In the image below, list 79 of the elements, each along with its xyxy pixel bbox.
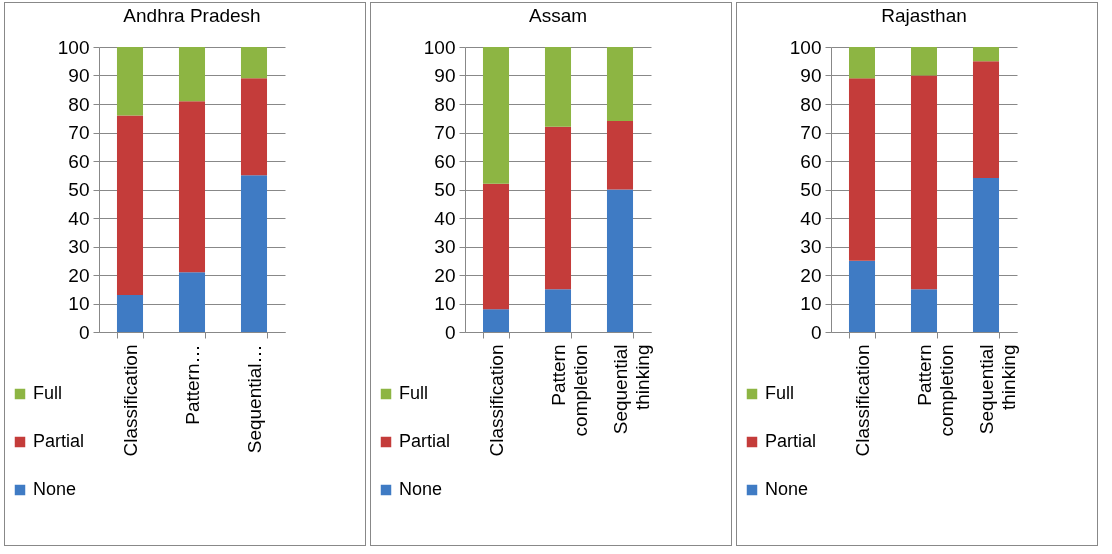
y-tick-label: 80 (800, 93, 822, 115)
x-tick-label: Sequential… (243, 344, 265, 454)
bar (240, 175, 268, 332)
legend-label: None (33, 479, 77, 499)
legend-label: Partial (399, 431, 451, 451)
bar (972, 178, 1000, 332)
bar (972, 61, 1000, 179)
chart-title: Andhra Pradesh (123, 5, 261, 26)
y-tick-label: 50 (434, 179, 456, 200)
bar (482, 183, 510, 310)
y-tick-label: 10 (434, 293, 456, 314)
bar (848, 78, 876, 261)
y-tick-label: 30 (68, 236, 90, 257)
y-tick-label: 90 (434, 65, 456, 86)
y-tick-label: 90 (800, 65, 822, 86)
y-tick-label: 10 (800, 293, 822, 314)
y-tick-label: 0 (444, 321, 456, 343)
y-tick-label: 90 (68, 65, 90, 86)
y-tick-label: 60 (68, 150, 90, 172)
bar (910, 75, 938, 290)
bar (178, 47, 206, 102)
bar (606, 47, 634, 122)
bar (848, 47, 876, 79)
y-tick-label: 70 (434, 122, 456, 143)
y-tick-label: 100 (57, 36, 90, 58)
bar (972, 47, 1000, 62)
y-tick-label: 100 (423, 36, 456, 58)
bar (606, 121, 634, 190)
y-tick-label: 80 (434, 93, 456, 115)
y-tick-label: 80 (68, 93, 90, 115)
y-tick-label: 30 (434, 236, 456, 257)
bar (544, 289, 572, 332)
bar (544, 126, 572, 290)
bar (240, 47, 268, 79)
y-tick-label: 10 (68, 293, 90, 314)
y-tick-label: 40 (434, 207, 456, 229)
chart-title: Assam (528, 5, 588, 26)
y-tick-label: 50 (68, 179, 90, 200)
legend-label: Partial (765, 431, 817, 451)
bar (178, 272, 206, 332)
legend-label: Partial (33, 431, 85, 451)
x-tick-label: Classification (119, 344, 141, 457)
y-tick-label: 40 (68, 207, 90, 229)
y-tick-label: 20 (434, 264, 456, 286)
bar (240, 78, 268, 176)
y-tick-label: 0 (810, 321, 822, 343)
bar (910, 289, 938, 332)
bar (116, 294, 144, 332)
legend-label: None (399, 479, 443, 499)
y-tick-label: 30 (800, 236, 822, 257)
y-tick-label: 100 (789, 36, 822, 58)
y-tick-label: 60 (800, 150, 822, 172)
x-tick-label: Pattern completion (547, 344, 591, 437)
y-tick-label: 20 (68, 264, 90, 286)
bar (482, 309, 510, 332)
bar (910, 47, 938, 76)
x-tick-label: Pattern completion (913, 344, 957, 437)
y-tick-label: 70 (68, 122, 90, 143)
bar (116, 47, 144, 116)
legend-label: None (765, 479, 809, 499)
y-tick-label: 70 (800, 122, 822, 143)
x-tick-label: Classification (851, 344, 873, 457)
y-tick-label: 60 (434, 150, 456, 172)
y-tick-label: 0 (78, 321, 90, 343)
bar (848, 260, 876, 332)
y-tick-label: 50 (800, 179, 822, 200)
x-tick-label: Pattern… (181, 344, 203, 425)
bar (606, 189, 634, 332)
legend-label: Full (765, 383, 795, 403)
chart-title: Rajasthan (881, 5, 967, 26)
legend-label: Full (399, 383, 429, 403)
bar (482, 47, 510, 184)
y-tick-label: 20 (800, 264, 822, 286)
legend-label: Full (33, 383, 63, 403)
bar (544, 47, 572, 127)
bar (116, 115, 144, 295)
y-tick-label: 40 (800, 207, 822, 229)
x-tick-label: Classification (485, 344, 507, 457)
bar (178, 101, 206, 273)
